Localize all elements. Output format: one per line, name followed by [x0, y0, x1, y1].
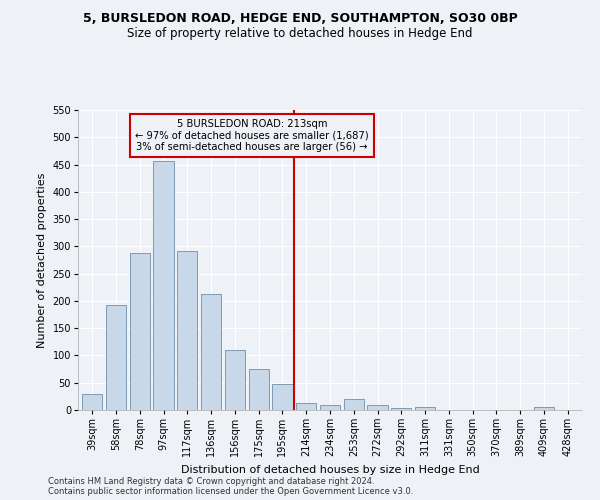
Bar	[296, 404, 316, 410]
X-axis label: Distribution of detached houses by size in Hedge End: Distribution of detached houses by size …	[181, 465, 479, 475]
Bar	[248, 369, 269, 410]
Bar	[391, 408, 412, 410]
Text: Contains public sector information licensed under the Open Government Licence v3: Contains public sector information licen…	[48, 487, 413, 496]
Bar	[272, 384, 293, 410]
Bar	[154, 160, 173, 410]
Bar	[320, 404, 340, 410]
Text: Contains HM Land Registry data © Crown copyright and database right 2024.: Contains HM Land Registry data © Crown c…	[48, 477, 374, 486]
Bar	[225, 350, 245, 410]
Bar	[106, 306, 126, 410]
Bar	[534, 408, 554, 410]
Text: 5 BURSLEDON ROAD: 213sqm
← 97% of detached houses are smaller (1,687)
3% of semi: 5 BURSLEDON ROAD: 213sqm ← 97% of detach…	[135, 119, 368, 152]
Bar	[177, 250, 197, 410]
Bar	[367, 405, 388, 410]
Text: Size of property relative to detached houses in Hedge End: Size of property relative to detached ho…	[127, 28, 473, 40]
Bar	[415, 408, 435, 410]
Bar	[82, 394, 103, 410]
Text: 5, BURSLEDON ROAD, HEDGE END, SOUTHAMPTON, SO30 0BP: 5, BURSLEDON ROAD, HEDGE END, SOUTHAMPTO…	[83, 12, 517, 26]
Bar	[344, 399, 364, 410]
Bar	[130, 254, 150, 410]
Bar	[201, 294, 221, 410]
Y-axis label: Number of detached properties: Number of detached properties	[37, 172, 47, 348]
